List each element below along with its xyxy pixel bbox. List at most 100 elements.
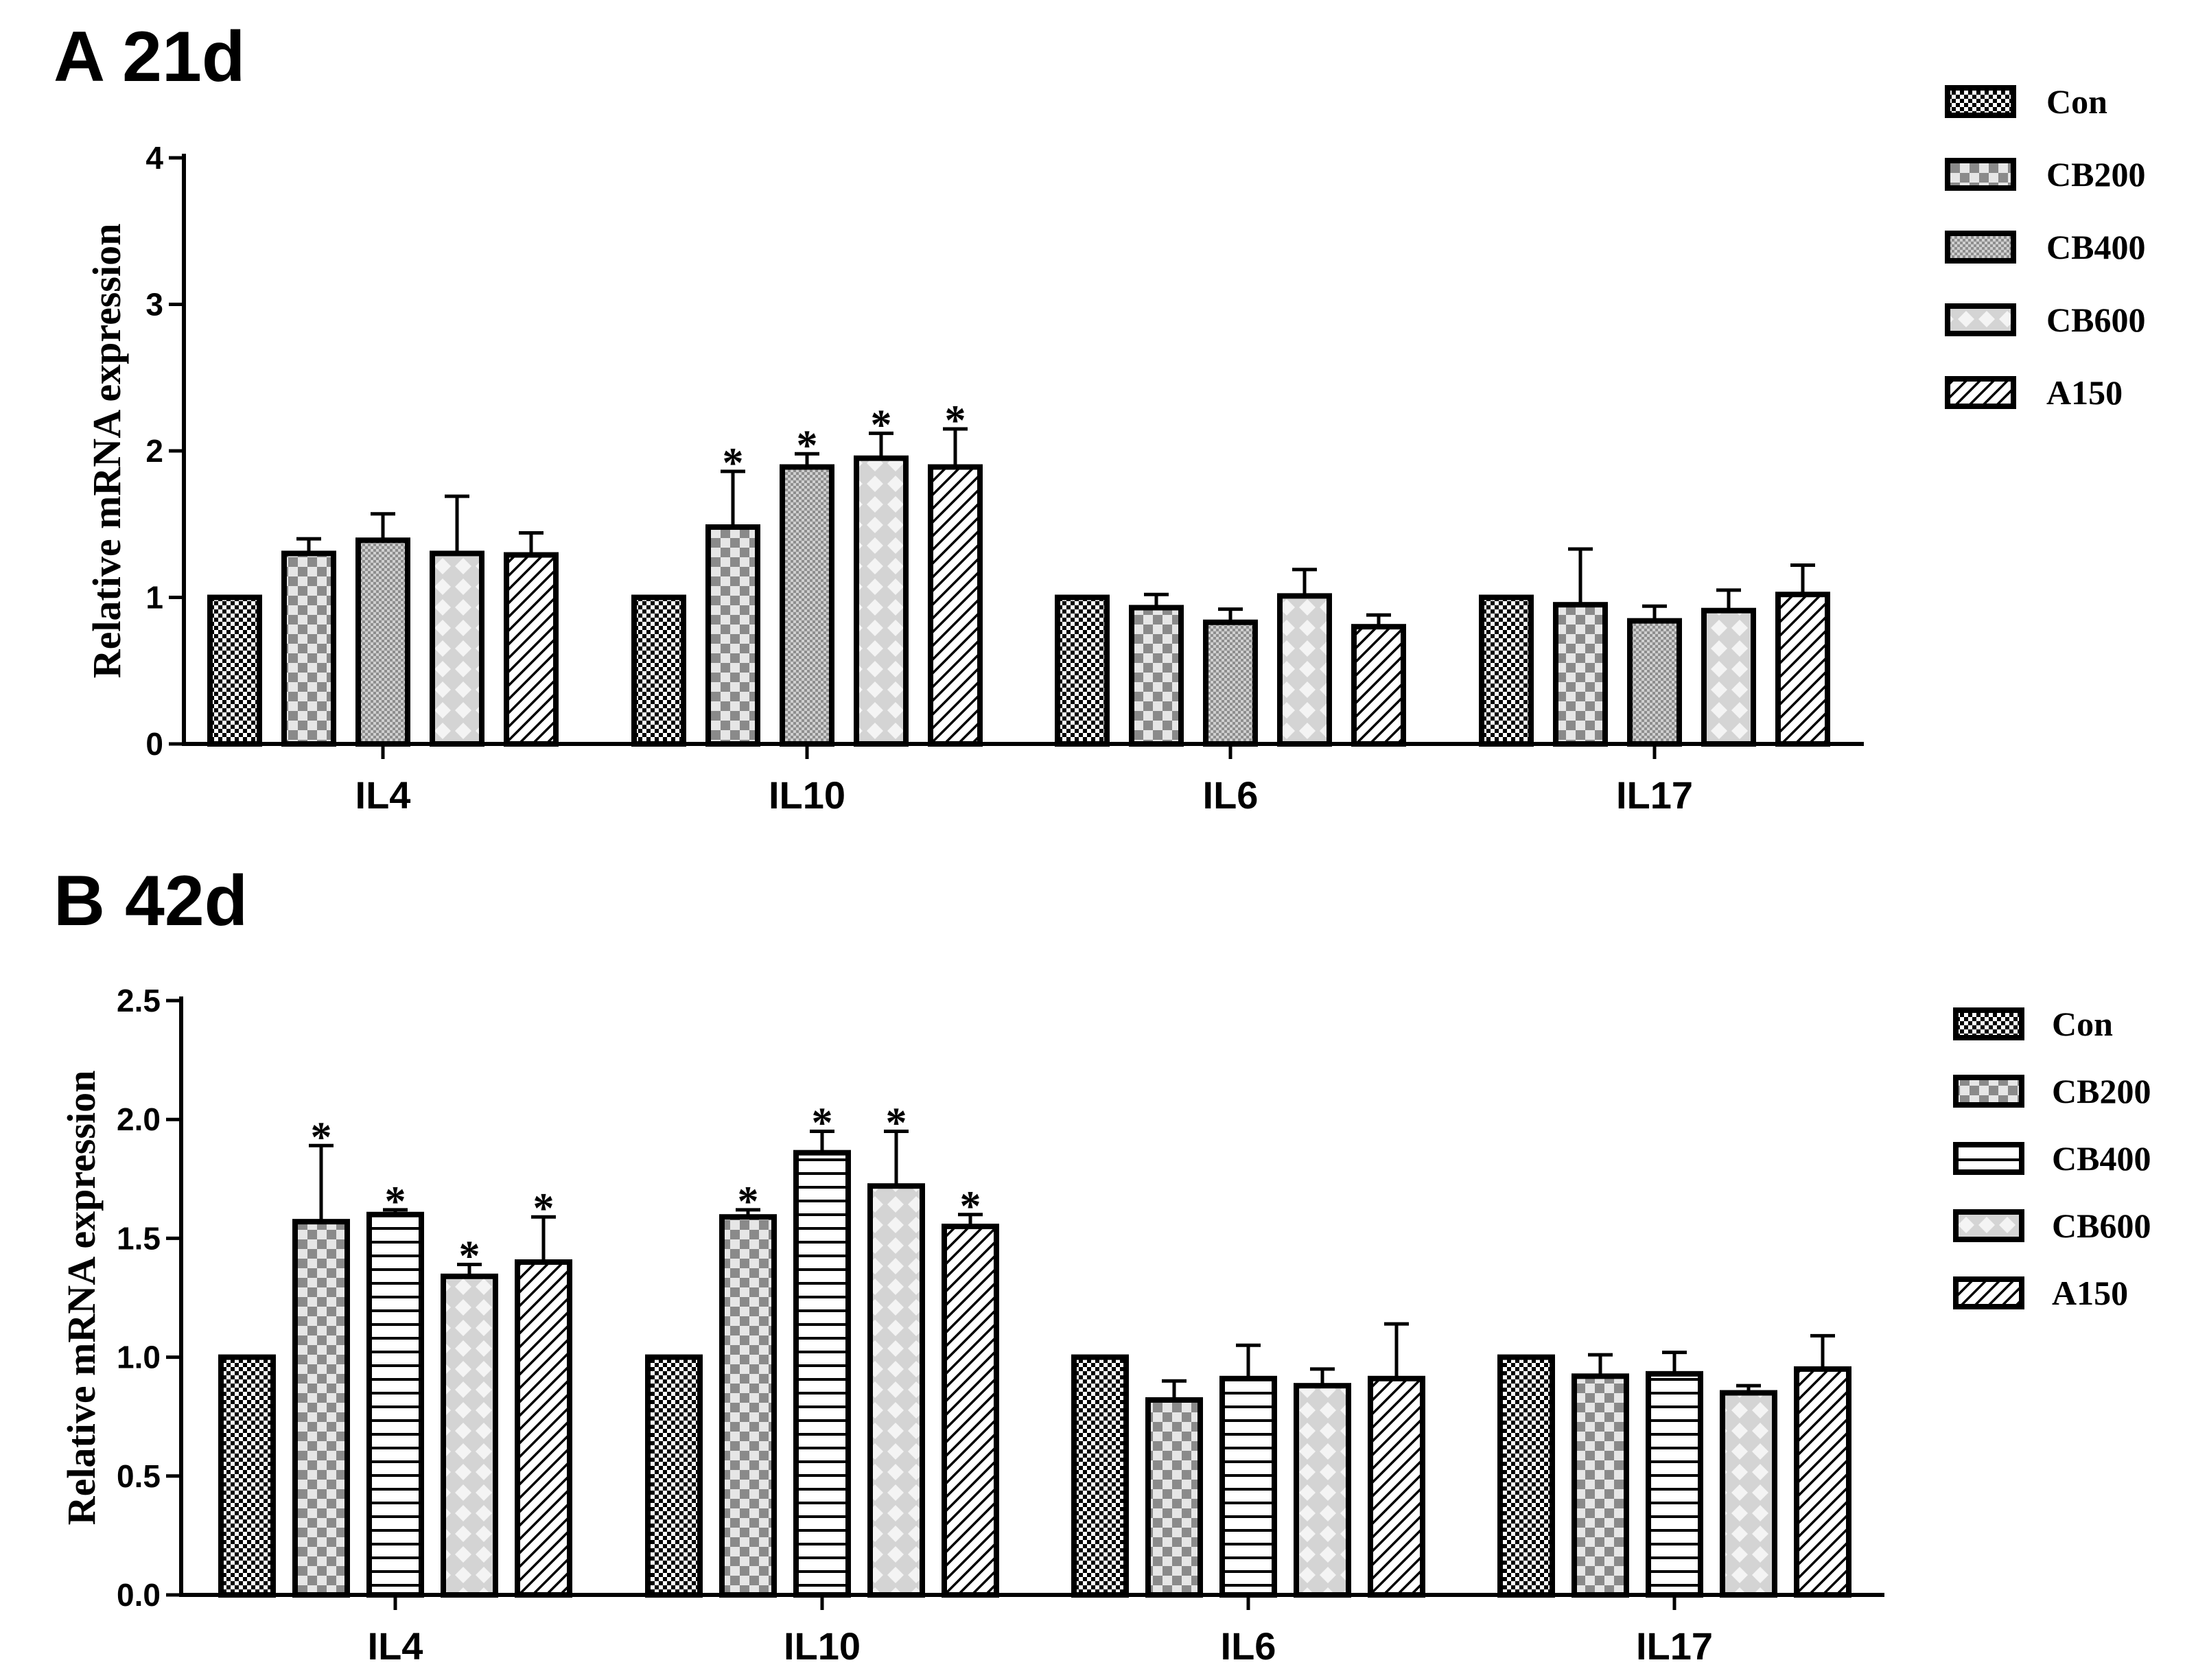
legend-label-cb600: CB600 bbox=[2046, 301, 2145, 339]
panel-a-legend: Con CB200 CB400 CB600 A150 bbox=[1945, 82, 2145, 412]
significance-star: * bbox=[738, 1178, 759, 1225]
significance-star: * bbox=[960, 1183, 981, 1230]
bar-b-cb400-il6 bbox=[1219, 1375, 1277, 1598]
bar-b-cb200-il17 bbox=[1571, 1373, 1629, 1598]
bar-b-cb400-il4 bbox=[366, 1211, 424, 1598]
y-tick-label: 1 bbox=[145, 580, 163, 616]
legend-swatch-a150 bbox=[1945, 376, 2016, 409]
bar-b-con-il17 bbox=[1497, 1354, 1555, 1598]
legend-swatch-cb600 bbox=[1953, 1209, 2024, 1242]
panel-a-label: A 21d bbox=[54, 17, 245, 97]
bar-a-cb600-il10 bbox=[854, 455, 909, 747]
bar-a-cb600-il4 bbox=[430, 550, 484, 747]
x-tick-label-il10: IL10 bbox=[784, 1624, 861, 1668]
bar-a-a150-il10 bbox=[928, 464, 983, 747]
legend-label-cb400: CB400 bbox=[2046, 228, 2145, 266]
bar-a-cb600-il6 bbox=[1277, 593, 1332, 747]
x-tick-label-il17: IL17 bbox=[1616, 773, 1693, 817]
x-tick-label-il4: IL4 bbox=[368, 1624, 423, 1668]
bar-a-cb400-il6 bbox=[1203, 619, 1258, 747]
legend-swatch-con bbox=[1945, 85, 2016, 118]
y-tick-label: 2 bbox=[145, 433, 163, 469]
significance-star: * bbox=[723, 440, 744, 487]
bar-a-cb200-il4 bbox=[281, 550, 336, 747]
x-tick-label-il17: IL17 bbox=[1636, 1624, 1713, 1668]
legend-label-a150: A150 bbox=[2052, 1274, 2128, 1312]
bar-b-cb200-il6 bbox=[1145, 1397, 1203, 1598]
significance-star: * bbox=[385, 1178, 406, 1225]
bar-a-cb400-il4 bbox=[355, 537, 410, 747]
bar-b-a150-il6 bbox=[1368, 1375, 1425, 1598]
bar-b-cb400-il17 bbox=[1646, 1370, 1703, 1598]
bar-a-a150-il17 bbox=[1775, 592, 1830, 747]
bar-b-a150-il10 bbox=[942, 1224, 999, 1598]
bar-a-con-il10 bbox=[631, 594, 686, 747]
x-tick-label-il10: IL10 bbox=[769, 773, 845, 817]
legend-label-cb200: CB200 bbox=[2046, 155, 2145, 194]
bar-b-con-il4 bbox=[218, 1354, 276, 1598]
bar-a-con-il4 bbox=[207, 594, 262, 747]
bar-a-cb400-il17 bbox=[1627, 618, 1682, 747]
y-tick-label: 0.0 bbox=[117, 1577, 161, 1613]
panel-b-42d: B 42d Relative mRNA expression * * * * * * * * 0.0… bbox=[54, 861, 2151, 1668]
y-tick-label: 3 bbox=[145, 287, 163, 323]
bar-b-cb200-il10 bbox=[719, 1214, 777, 1598]
bar-a-cb200-il17 bbox=[1553, 602, 1608, 747]
legend-label-cb600: CB600 bbox=[2052, 1206, 2151, 1245]
y-tick-label: 1.0 bbox=[117, 1340, 161, 1375]
legend-label-con: Con bbox=[2046, 82, 2107, 121]
x-tick-label-il6: IL6 bbox=[1203, 773, 1259, 817]
bar-b-con-il10 bbox=[645, 1354, 703, 1598]
bar-a-con-il6 bbox=[1055, 594, 1110, 747]
legend-label-cb200: CB200 bbox=[2052, 1072, 2151, 1110]
bar-a-a150-il4 bbox=[504, 552, 559, 747]
legend-swatch-con bbox=[1953, 1007, 2024, 1040]
bar-a-cb200-il10 bbox=[705, 524, 760, 747]
bar-a-cb600-il17 bbox=[1701, 607, 1756, 747]
bar-a-a150-il6 bbox=[1351, 624, 1406, 747]
significance-star: * bbox=[311, 1114, 332, 1160]
bar-b-cb400-il10 bbox=[793, 1150, 851, 1598]
bar-b-a150-il17 bbox=[1794, 1366, 1851, 1598]
bar-a-cb200-il6 bbox=[1129, 605, 1184, 747]
bar-b-cb600-il17 bbox=[1720, 1390, 1777, 1598]
bar-b-cb200-il4 bbox=[292, 1219, 350, 1598]
legend-label-a150: A150 bbox=[2046, 373, 2123, 412]
bar-b-cb600-il4 bbox=[441, 1273, 498, 1598]
bar-a-cb400-il10 bbox=[780, 464, 834, 747]
significance-star: * bbox=[797, 422, 818, 469]
significance-star: * bbox=[812, 1100, 833, 1147]
y-tick-label: 2.0 bbox=[117, 1101, 161, 1137]
panel-a-y-axis-label: Relative mRNA expression bbox=[84, 224, 129, 679]
legend-label-cb400: CB400 bbox=[2052, 1139, 2151, 1178]
legend-swatch-cb400 bbox=[1953, 1142, 2024, 1175]
bar-a-con-il17 bbox=[1479, 594, 1534, 747]
legend-label-con: Con bbox=[2052, 1005, 2113, 1043]
legend-swatch-cb200 bbox=[1945, 158, 2016, 191]
y-tick-label: 1.5 bbox=[117, 1220, 161, 1256]
panel-b-legend: Con CB200 CB400 CB600 A150 bbox=[1953, 1005, 2151, 1312]
significance-star: * bbox=[459, 1233, 480, 1280]
significance-star: * bbox=[533, 1185, 554, 1232]
significance-star: * bbox=[945, 397, 966, 444]
x-tick-label-il6: IL6 bbox=[1221, 1624, 1276, 1668]
panel-b-y-axis-label: Relative mRNA expression bbox=[59, 1071, 104, 1526]
x-tick-label-il4: IL4 bbox=[355, 773, 411, 817]
bar-b-con-il6 bbox=[1071, 1354, 1129, 1598]
significance-star: * bbox=[886, 1100, 907, 1147]
panel-a-21d: A 21d Relative mRNA expression * * * * 0 1 2 3 4 IL… bbox=[54, 17, 2145, 817]
significance-star: * bbox=[871, 401, 892, 448]
bar-b-a150-il4 bbox=[515, 1259, 572, 1598]
legend-swatch-a150 bbox=[1953, 1276, 2024, 1309]
legend-swatch-cb600 bbox=[1945, 303, 2016, 336]
bar-b-cb600-il6 bbox=[1294, 1383, 1351, 1598]
y-tick-label: 0.5 bbox=[117, 1458, 161, 1494]
y-tick-label: 2.5 bbox=[117, 983, 161, 1018]
legend-swatch-cb200 bbox=[1953, 1075, 2024, 1108]
panel-b-label: B 42d bbox=[54, 861, 248, 941]
y-tick-label: 0 bbox=[145, 726, 163, 762]
bar-b-cb600-il10 bbox=[867, 1183, 925, 1598]
y-tick-label: 4 bbox=[145, 140, 163, 176]
legend-swatch-cb400 bbox=[1945, 231, 2016, 264]
